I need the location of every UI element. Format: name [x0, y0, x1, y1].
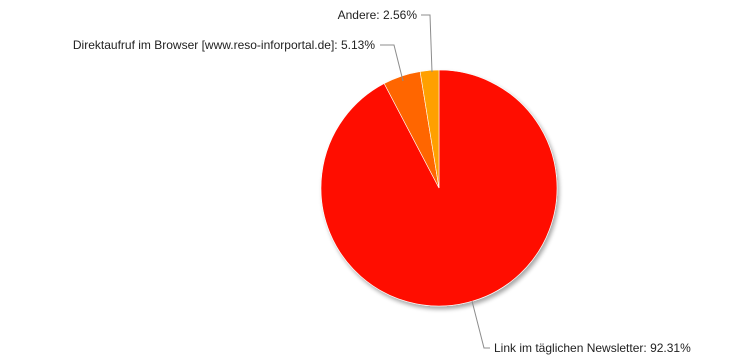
slice-label-1: Link im täglichen Newsletter: 92.31%: [494, 341, 691, 355]
pie-slices: [320, 69, 558, 307]
leader-line-2: [380, 44, 404, 82]
pie-slice-3: [419, 69, 440, 189]
pie-labels: Link im täglichen Newsletter: 92.31% Dire…: [73, 8, 691, 355]
leader-line-1: [471, 300, 490, 349]
pie-leader-lines: [380, 14, 490, 349]
slice-label-3: Andere: 2.56%: [338, 8, 418, 22]
slice-label-2: Direktaufruf im Browser [www.reso-inforp…: [73, 38, 375, 52]
leader-line-3: [421, 14, 433, 73]
